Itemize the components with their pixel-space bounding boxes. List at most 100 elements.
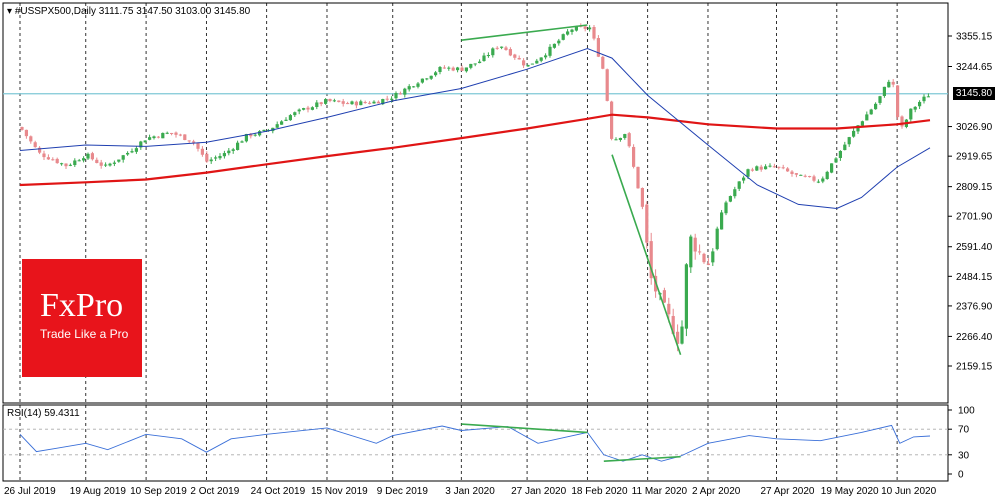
candle-body bbox=[86, 153, 90, 159]
candle-body bbox=[82, 158, 86, 161]
candle-body bbox=[887, 81, 891, 88]
candle-body bbox=[522, 60, 526, 66]
divergence-line bbox=[611, 154, 682, 355]
candle-body bbox=[434, 72, 438, 76]
candle-body bbox=[200, 148, 204, 155]
candle-body bbox=[636, 166, 640, 189]
candle-body bbox=[610, 101, 614, 139]
candle-body bbox=[368, 102, 372, 104]
ma-red-line bbox=[19, 113, 931, 187]
candle-body bbox=[768, 165, 772, 167]
candle-body bbox=[90, 153, 94, 160]
rsi-divergence-line bbox=[603, 455, 681, 462]
candle-body bbox=[161, 132, 165, 139]
candle-body bbox=[412, 86, 416, 88]
candle-body bbox=[130, 151, 134, 153]
candle-body bbox=[755, 166, 759, 171]
candle-body bbox=[236, 142, 240, 150]
candle-body bbox=[112, 162, 116, 164]
candle-body bbox=[671, 316, 675, 334]
candle-body bbox=[139, 141, 143, 148]
rsi-line bbox=[19, 424, 931, 462]
candle-body bbox=[662, 290, 666, 303]
candle-body bbox=[649, 241, 653, 279]
candle-body bbox=[350, 101, 354, 105]
rsi-level-lines bbox=[3, 428, 948, 456]
dropdown-arrow-icon[interactable]: ▾ bbox=[7, 6, 13, 17]
y-tick-label: 2376.90 bbox=[956, 301, 993, 312]
x-tick-label: 27 Apr 2020 bbox=[761, 486, 815, 497]
candle-body bbox=[821, 178, 825, 182]
candle-body bbox=[324, 99, 328, 104]
candle-body bbox=[676, 331, 680, 344]
x-tick-label: 2 Apr 2020 bbox=[692, 486, 741, 497]
candle-body bbox=[68, 164, 72, 166]
candle-body bbox=[240, 141, 244, 143]
rsi-tick-label: 70 bbox=[958, 425, 970, 436]
candle-body bbox=[451, 67, 455, 71]
candle-body bbox=[746, 169, 750, 177]
candle-body bbox=[896, 85, 900, 118]
candle-body bbox=[500, 46, 504, 48]
candle-body bbox=[900, 116, 904, 127]
candle-body bbox=[566, 31, 570, 35]
candle-body bbox=[117, 159, 121, 162]
candle-body bbox=[95, 159, 99, 163]
candle-body bbox=[262, 129, 266, 131]
candle-body bbox=[284, 119, 288, 121]
candle-body bbox=[592, 27, 596, 39]
candle-body bbox=[420, 78, 424, 83]
candle-body bbox=[42, 153, 46, 158]
candle-body bbox=[310, 107, 314, 110]
candle-body bbox=[24, 129, 28, 137]
fxpro-logo: FxPro Trade Like a Pro bbox=[22, 259, 142, 377]
candle-body bbox=[51, 159, 55, 161]
candle-body bbox=[552, 43, 556, 48]
candle-body bbox=[187, 140, 191, 142]
candle-body bbox=[605, 69, 609, 101]
candle-body bbox=[548, 46, 552, 56]
candle-body bbox=[742, 177, 746, 181]
y-tick-label: 2809.15 bbox=[956, 182, 993, 193]
candle-body bbox=[341, 101, 345, 104]
candles-group bbox=[20, 23, 930, 352]
vertical-gridlines bbox=[19, 3, 898, 481]
candle-body bbox=[891, 81, 895, 85]
candle-body bbox=[33, 142, 37, 148]
candle-body bbox=[799, 174, 803, 176]
rsi-divergence-line bbox=[461, 423, 588, 434]
candle-body bbox=[332, 100, 336, 102]
candle-body bbox=[416, 83, 420, 87]
candle-body bbox=[759, 166, 763, 170]
candle-body bbox=[108, 163, 112, 166]
candle-body bbox=[693, 237, 697, 252]
candle-body bbox=[812, 176, 816, 181]
candle-body bbox=[385, 98, 389, 100]
candle-body bbox=[544, 55, 548, 58]
candle-body bbox=[702, 253, 706, 263]
x-tick-label: 11 Mar 2020 bbox=[632, 486, 688, 497]
candle-body bbox=[482, 55, 486, 62]
candle-body bbox=[447, 67, 451, 69]
candle-body bbox=[464, 67, 468, 72]
candle-body bbox=[539, 57, 543, 61]
candle-body bbox=[134, 148, 138, 152]
candle-body bbox=[786, 168, 790, 172]
candle-body bbox=[244, 133, 248, 142]
candle-body bbox=[583, 26, 587, 29]
x-tick-label: 19 May 2020 bbox=[821, 486, 879, 497]
candle-body bbox=[337, 100, 341, 103]
candle-body bbox=[596, 38, 600, 57]
candle-body bbox=[425, 78, 429, 80]
candle-body bbox=[328, 98, 332, 102]
candle-body bbox=[469, 63, 473, 68]
candle-body bbox=[407, 86, 411, 90]
candle-body bbox=[847, 137, 851, 145]
candle-body bbox=[794, 173, 798, 175]
candle-body bbox=[209, 159, 213, 162]
candle-body bbox=[165, 132, 169, 134]
candle-body bbox=[442, 67, 446, 69]
candle-body bbox=[623, 134, 627, 138]
logo-brand-text: FxPro bbox=[40, 287, 124, 324]
candle-body bbox=[922, 96, 926, 102]
